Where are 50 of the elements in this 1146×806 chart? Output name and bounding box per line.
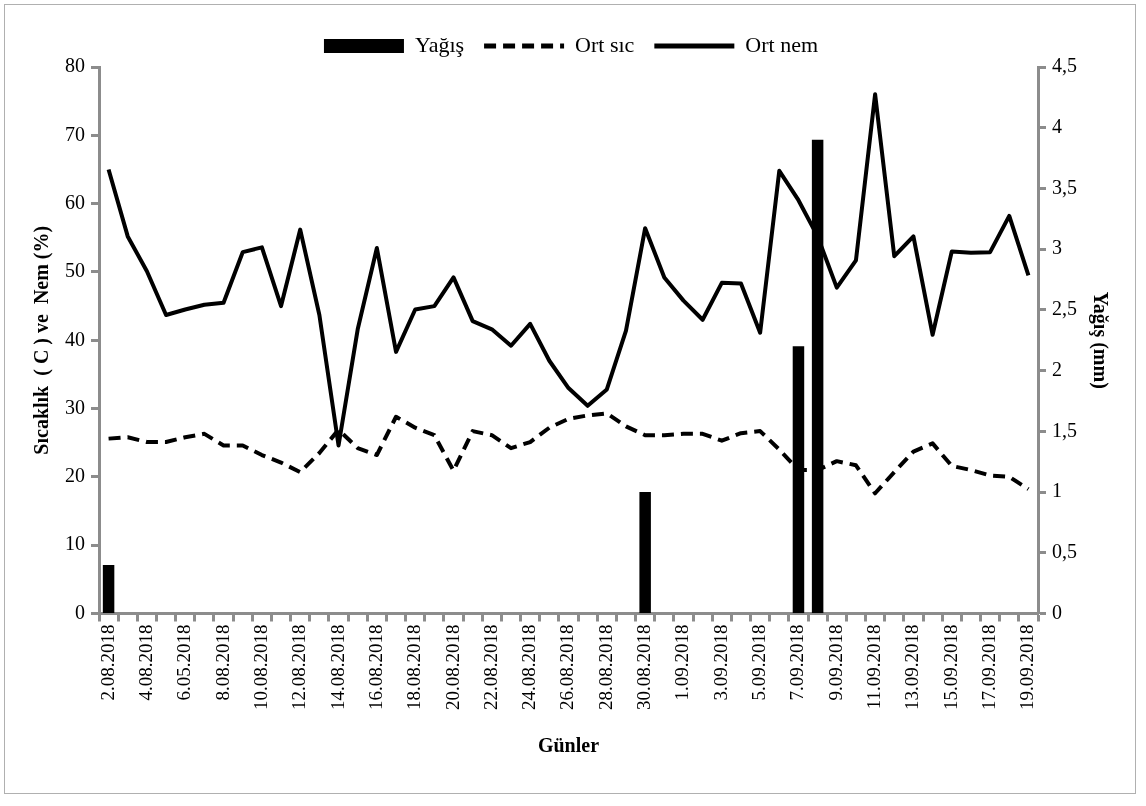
y-tick-label: 20	[65, 464, 85, 487]
x-tick-label: 1.09.2018	[671, 624, 693, 701]
y2-tick-label: 2	[1052, 357, 1062, 380]
legend-label: Yağış	[414, 31, 465, 57]
y-tick-label: 10	[65, 532, 85, 555]
y-tick-label: 70	[65, 122, 85, 145]
x-tick-label: 13.09.2018	[901, 624, 923, 710]
y2-tick-label: 1,5	[1052, 418, 1077, 441]
x-tick-label: 19.09.2018	[1016, 624, 1038, 710]
x-tick-label: 14.08.2018	[326, 624, 348, 710]
y2-tick-label: 0,5	[1052, 540, 1077, 563]
x-tick-label: 10.08.2018	[249, 624, 271, 710]
x-tick-label: 15.09.2018	[939, 624, 961, 710]
y2-tick-label: 3,5	[1052, 175, 1077, 198]
y2-tick-label: 2,5	[1052, 297, 1077, 320]
legend-label: Ort nem	[745, 31, 819, 57]
y-tick-label: 0	[75, 600, 85, 623]
x-tick-label: 17.09.2018	[978, 624, 1000, 710]
y2-tick-label: 4,5	[1052, 54, 1077, 77]
x-tick-label: 30.08.2018	[633, 624, 655, 710]
x-tick-label: 7.09.2018	[786, 624, 808, 701]
y2-tick-label: 1	[1052, 479, 1062, 502]
x-tick-label: 22.08.2018	[479, 624, 501, 710]
x-tick-label: 16.08.2018	[364, 624, 386, 710]
x-tick-label: 5.09.2018	[748, 624, 770, 701]
y2-tick-label: 0	[1052, 600, 1062, 623]
y2-axis-title: Yağış (mm)	[1088, 291, 1112, 389]
x-tick-label: 28.08.2018	[594, 624, 616, 710]
x-tick-label: 2.08.2018	[96, 624, 118, 701]
y-tick-label: 60	[65, 190, 85, 213]
legend-label: Ort sıc	[575, 31, 635, 57]
y2-tick-label: 3	[1052, 236, 1062, 259]
y-tick-label: 30	[65, 395, 85, 418]
x-tick-label: 6.05.2018	[173, 624, 195, 701]
x-tick-label: 26.08.2018	[556, 624, 578, 710]
x-tick-label: 11.09.2018	[863, 624, 885, 710]
x-tick-label: 9.09.2018	[824, 624, 846, 701]
x-tick-label: 24.08.2018	[518, 624, 540, 710]
y-tick-label: 50	[65, 259, 85, 282]
x-axis-title: Günler	[537, 734, 600, 757]
y-tick-label: 40	[65, 327, 85, 350]
x-tick-label: 8.08.2018	[211, 624, 233, 701]
x-tick-label: 18.08.2018	[403, 624, 425, 710]
x-tick-label: 12.08.2018	[288, 624, 310, 710]
y-tick-label: 80	[65, 54, 85, 77]
x-tick-label: 4.08.2018	[134, 624, 156, 701]
y2-tick-label: 4	[1052, 114, 1062, 137]
x-tick-label: 20.08.2018	[441, 624, 463, 710]
y-axis-title: Sıcaklık ( C ) ve Nem (%)	[30, 225, 54, 455]
x-tick-label: 3.09.2018	[709, 624, 731, 701]
